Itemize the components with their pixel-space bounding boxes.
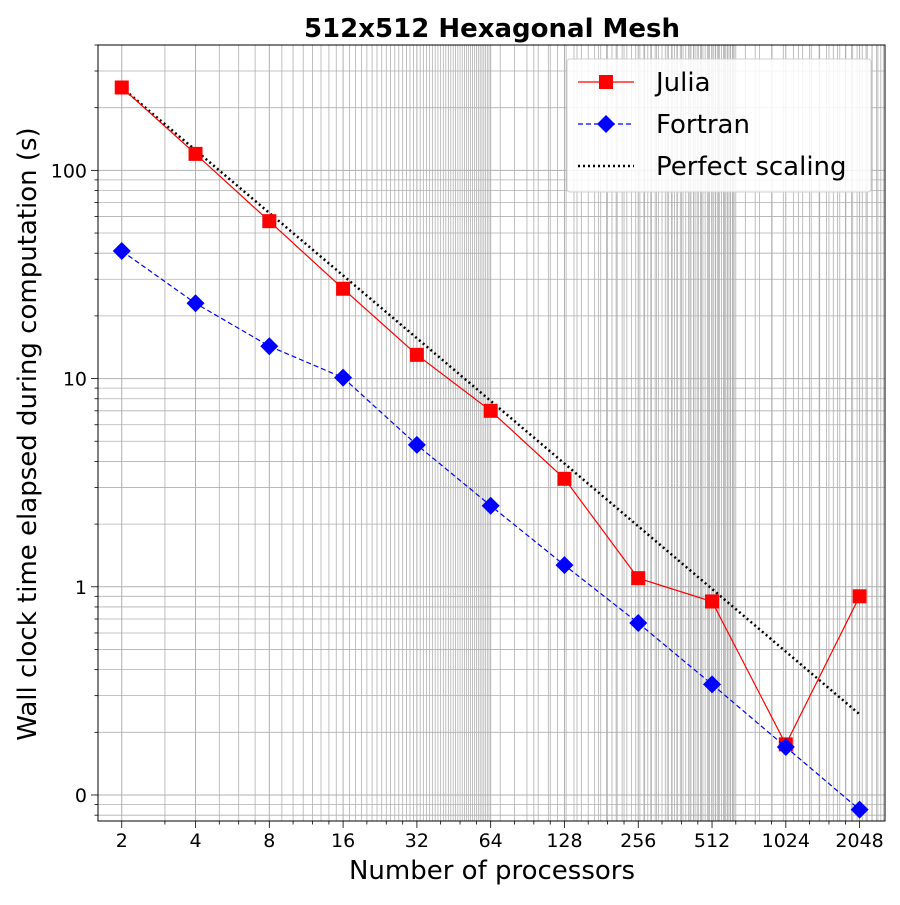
y-axis-label: Wall clock time elapsed during computati… (13, 127, 43, 740)
x-axis-label: Number of processors (349, 856, 635, 886)
y-tick-label: 10 (63, 369, 87, 391)
plot-frame (97, 44, 886, 822)
legend-item: Fortran (578, 110, 750, 140)
data-point (260, 337, 279, 356)
data-point (629, 613, 648, 632)
x-tick-label: 4 (189, 830, 201, 852)
x-tick-label: 16 (331, 830, 355, 852)
data-point (481, 496, 500, 515)
data-point (186, 294, 205, 313)
data-point (631, 571, 646, 586)
data-point (112, 241, 131, 260)
legend-label: Perfect scaling (656, 152, 847, 182)
data-point (555, 556, 574, 575)
data-point (409, 347, 424, 362)
x-tick-label: 128 (546, 830, 582, 852)
series-layer (112, 80, 869, 819)
data-point (483, 403, 498, 418)
x-tick-label: 2 (116, 830, 128, 852)
x-tick-label: 64 (479, 830, 503, 852)
legend-marker (599, 75, 613, 89)
x-tick-label: 32 (405, 830, 429, 852)
data-point (336, 281, 351, 296)
y-tick-label: 1 (75, 577, 87, 599)
legend-box (566, 58, 872, 193)
series-fortran (112, 241, 869, 819)
data-point (705, 594, 720, 609)
data-point (776, 738, 795, 757)
data-point (407, 435, 426, 454)
legend: Julia Fortran Perfect scaling (566, 58, 872, 193)
x-tick-label: 512 (694, 830, 730, 852)
data-point (852, 589, 867, 604)
x-tick-label: 2048 (835, 830, 883, 852)
series-julia (114, 80, 867, 752)
data-point (114, 80, 129, 95)
data-point (262, 214, 277, 229)
legend-label: Julia (654, 68, 711, 98)
x-tick-label: 256 (620, 830, 656, 852)
y-tick-label: 0 (75, 785, 87, 807)
legend-label: Fortran (656, 110, 750, 140)
tick-layer: 2 4 8 16 32 64 128 256 512 1024 2048 0 1 10 100 (51, 44, 884, 852)
data-point (334, 368, 353, 387)
data-point (557, 471, 572, 486)
series-perfect-scaling (120, 86, 861, 716)
series-line (120, 86, 861, 716)
y-tick-label: 100 (51, 160, 87, 182)
x-tick-label: 8 (263, 830, 275, 852)
legend-item: Perfect scaling (578, 152, 847, 182)
chart-title: 512x512 Hexagonal Mesh (304, 14, 680, 44)
data-point (703, 675, 722, 694)
legend-item: Julia (578, 68, 711, 98)
legend-marker (597, 115, 615, 133)
data-point (850, 800, 869, 819)
x-tick-label: 1024 (762, 830, 810, 852)
data-point (188, 146, 203, 161)
